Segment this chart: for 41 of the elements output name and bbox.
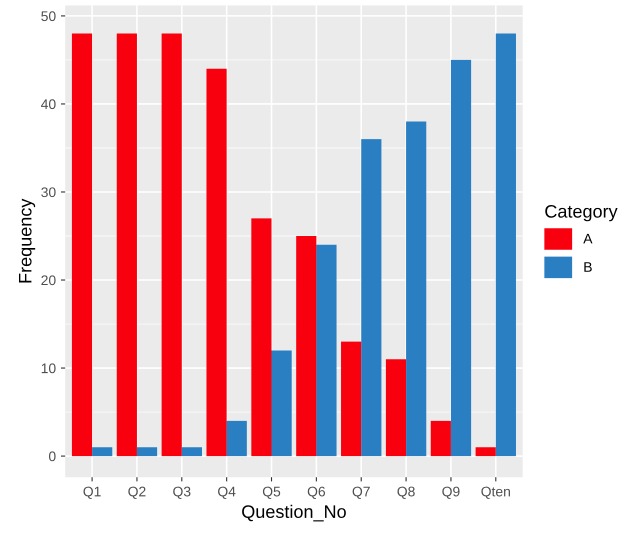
x-tick-label: Q2 <box>128 486 146 499</box>
legend-title: Category <box>545 204 618 222</box>
bar <box>251 218 272 456</box>
x-tick-label: Q3 <box>173 486 190 499</box>
bar <box>72 34 92 456</box>
bar <box>296 236 316 456</box>
bar <box>92 447 112 456</box>
x-tick-label: Q7 <box>352 486 370 499</box>
bar <box>162 34 182 456</box>
x-axis-title: Question_No <box>242 504 346 522</box>
y-tick-label: 40 <box>41 99 56 110</box>
bar <box>316 244 337 456</box>
legend-label: A <box>583 234 592 244</box>
y-tick-label: 10 <box>42 363 56 374</box>
bar <box>496 34 516 456</box>
x-tick-label: Qten <box>481 486 510 499</box>
y-axis-title: Frequency <box>18 198 36 282</box>
bar <box>206 68 227 456</box>
y-tick-label: 0 <box>48 451 56 462</box>
bar <box>450 60 472 456</box>
y-tick-label: 30 <box>41 187 56 198</box>
bar <box>116 34 137 456</box>
bar <box>341 342 362 456</box>
x-tick-label: Q4 <box>218 486 236 499</box>
bar <box>272 350 292 456</box>
x-tick-label: Q5 <box>262 486 280 499</box>
x-tick-label: Q9 <box>442 486 460 499</box>
bar <box>430 420 451 456</box>
bar <box>386 359 406 456</box>
x-tick-label: Q1 <box>83 486 101 499</box>
x-tick-label: Q6 <box>308 486 326 499</box>
bar <box>136 447 158 456</box>
bar <box>406 122 426 456</box>
x-tick-label: Q8 <box>397 486 415 499</box>
bar <box>476 447 496 456</box>
bar <box>361 139 382 456</box>
legend-label: B <box>584 262 592 272</box>
y-tick-label: 20 <box>41 275 56 286</box>
bar <box>182 447 202 456</box>
bar <box>226 420 247 456</box>
y-tick-label: 50 <box>41 11 56 22</box>
